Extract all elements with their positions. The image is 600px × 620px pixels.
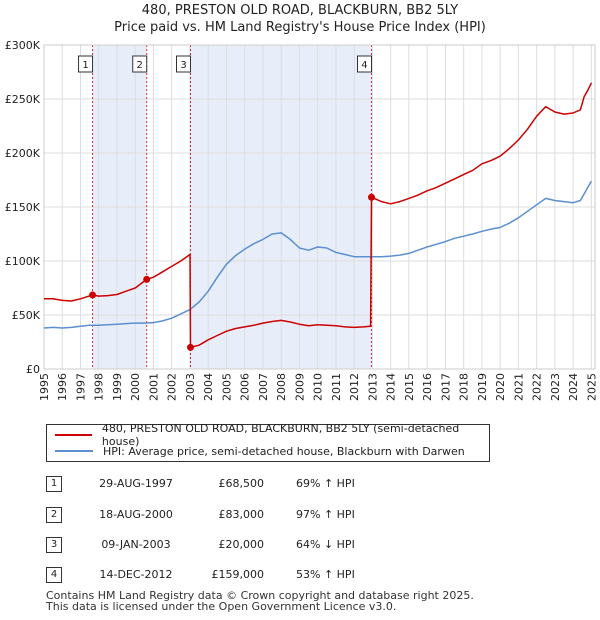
transaction-price: £68,500 [218, 477, 265, 490]
x-tick-label: 2015 [403, 373, 416, 401]
marker-label-2: 2 [137, 60, 143, 71]
x-tick-label: 2008 [275, 373, 288, 401]
marker-box-4 [356, 55, 372, 73]
x-tick-label: 2009 [293, 373, 306, 401]
sale-point-2 [143, 275, 151, 283]
hpi-series-line [43, 180, 593, 329]
chart-legend: 480, PRESTON OLD ROAD, BLACKBURN, BB2 5L… [46, 422, 490, 462]
x-tick-label: 2003 [184, 373, 197, 401]
transaction-number: 3 [46, 537, 62, 553]
x-tick-label: 1998 [93, 373, 106, 401]
transaction-price: £20,000 [218, 538, 265, 551]
sale-point-3 [187, 343, 195, 351]
x-tick-label: 2024 [567, 373, 580, 401]
x-tick-label: 2007 [257, 373, 270, 401]
y-tick-label: £150K [5, 201, 41, 214]
price-chart: 1 2 3 4 £0 £50K £100K £150K £200K £250K £300K 1995 1… [5, 39, 599, 401]
x-tick-label: 2019 [476, 373, 489, 401]
y-tick-label: £50K [12, 309, 41, 322]
transaction-number: 1 [46, 476, 62, 492]
legend-item-price: 480, PRESTON OLD ROAD, BLACKBURN, BB2 5L… [55, 422, 489, 448]
x-tick-label: 1996 [56, 373, 69, 401]
x-tick-label: 2012 [348, 373, 361, 401]
y-tick-label: £100K [5, 255, 41, 268]
sale-point-1 [89, 291, 97, 299]
transaction-date: 29-AUG-1997 [99, 477, 173, 490]
x-tick-label: 2010 [312, 373, 325, 401]
transaction-date: 14-DEC-2012 [99, 568, 173, 581]
marker-box-3 [176, 55, 192, 73]
marker-label-3: 3 [180, 60, 186, 71]
legend-label-hpi: HPI: Average price, semi-detached house,… [103, 444, 465, 458]
x-tick-label: 2002 [166, 373, 179, 401]
transaction-hpi: 53% ↑ HPI [296, 568, 355, 581]
legend-label-price: 480, PRESTON OLD ROAD, BLACKBURN, BB2 5L… [101, 422, 460, 448]
x-tick-label: 2005 [220, 373, 233, 401]
x-tick-label: 2004 [202, 373, 215, 401]
marker-box-1 [78, 55, 94, 73]
x-tick-label: 2018 [458, 373, 471, 401]
x-tick-label: 2025 [585, 373, 598, 401]
x-tick-label: 2006 [239, 373, 252, 401]
sale-point-4 [367, 193, 375, 201]
x-tick-label: 2013 [366, 373, 379, 401]
footer-copyright: Contains HM Land Registry data © Crown c… [46, 589, 474, 602]
transaction-number: 4 [46, 567, 62, 583]
transaction-hpi: 69% ↑ HPI [296, 477, 355, 490]
y-tick-label: £200K [5, 147, 41, 160]
y-tick-label: £0 [26, 363, 40, 376]
x-tick-label: 2020 [494, 373, 507, 401]
legend-line-price [55, 434, 92, 436]
footer: Contains HM Land Registry data © Crown c… [46, 590, 474, 612]
transaction-date: 09-JAN-2003 [101, 538, 171, 551]
marker-box-2 [132, 55, 148, 73]
y-tick-label: £250K [5, 93, 41, 106]
transaction-price: £159,000 [211, 568, 265, 581]
x-tick-label: 2001 [147, 373, 160, 401]
x-tick-label: 2016 [421, 373, 434, 401]
chart-title: 480, PRESTON OLD ROAD, BLACKBURN, BB2 5L… [141, 3, 459, 18]
transaction-price: £83,000 [218, 508, 265, 521]
legend-line-hpi [55, 450, 93, 452]
transaction-hpi: 97% ↑ HPI [296, 508, 355, 521]
x-tick-label: 2011 [330, 373, 343, 401]
x-tick-label: 1995 [38, 373, 51, 401]
y-tick-label: £300K [5, 39, 41, 52]
marker-label-4: 4 [361, 60, 367, 71]
x-tick-label: 2000 [129, 373, 142, 401]
x-tick-label: 2021 [512, 373, 525, 401]
marker-label-1: 1 [82, 60, 88, 71]
footer-licence: This data is licensed under the Open Gov… [46, 600, 397, 613]
x-tick-label: 1997 [74, 373, 87, 401]
transaction-hpi: 64% ↓ HPI [296, 538, 355, 551]
x-tick-label: 2017 [439, 373, 452, 401]
x-tick-label: 2022 [531, 373, 544, 401]
legend-item-hpi: HPI: Average price, semi-detached house,… [55, 443, 465, 459]
transaction-date: 18-AUG-2000 [99, 508, 173, 521]
plot-frame [43, 44, 596, 370]
transaction-number: 2 [46, 507, 62, 523]
x-tick-label: 2014 [385, 373, 398, 401]
price-series-line [44, 82, 593, 349]
x-tick-label: 1999 [111, 373, 124, 401]
x-tick-label: 2023 [549, 373, 562, 401]
chart-subtitle: Price paid vs. HM Land Registry's House … [114, 20, 486, 35]
